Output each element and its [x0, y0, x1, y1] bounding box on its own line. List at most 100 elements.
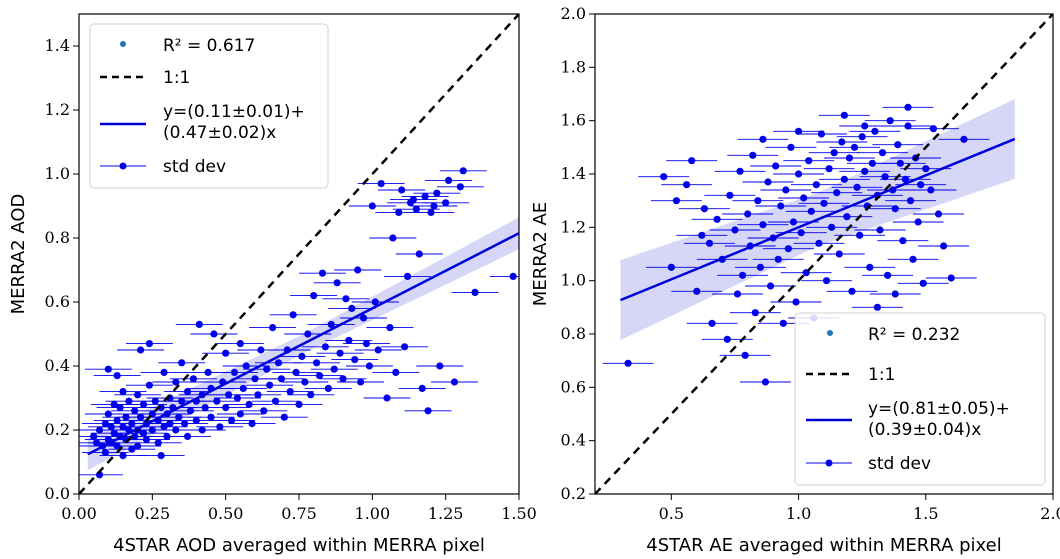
x-ticks: 0.5 1.0 1.5 2.0 — [659, 494, 1060, 523]
data-point — [266, 381, 274, 389]
data-point — [812, 181, 820, 189]
x-tick-label: 1.50 — [501, 504, 537, 523]
data-point — [383, 394, 391, 402]
data-point — [113, 372, 121, 380]
data-point — [248, 420, 256, 428]
y-ticks: 0.0 0.2 0.4 0.6 0.8 1.0 1.2 1.4 — [45, 36, 79, 503]
x-tick-label: 1.00 — [355, 504, 391, 523]
y-tick-label: 1.4 — [45, 36, 70, 55]
data-point — [251, 375, 259, 383]
data-point — [236, 410, 244, 418]
data-point — [825, 165, 833, 173]
data-point — [113, 442, 121, 450]
data-point — [922, 165, 930, 173]
data-point — [899, 237, 907, 245]
data-point — [128, 445, 136, 453]
data-point — [754, 197, 762, 205]
data-point — [939, 242, 948, 250]
data-point — [761, 378, 770, 386]
data-point — [210, 330, 218, 338]
data-point — [726, 191, 734, 199]
y-ticks: 0.2 0.4 0.6 0.8 1.0 1.2 1.4 1.6 1.8 2.0 — [561, 4, 595, 503]
data-point — [110, 400, 118, 408]
data-point — [871, 127, 879, 135]
data-point — [321, 343, 329, 351]
y-tick-label: 0.0 — [45, 484, 70, 503]
data-point — [310, 292, 318, 300]
data-point — [145, 381, 153, 389]
data-point — [919, 279, 927, 287]
data-point — [667, 263, 675, 271]
data-point — [222, 349, 230, 357]
data-point — [274, 359, 283, 367]
data-point — [348, 304, 356, 312]
data-point — [409, 196, 417, 204]
data-point — [789, 218, 798, 226]
data-point — [904, 122, 912, 130]
y-tick-label: 1.0 — [561, 271, 586, 290]
data-point — [917, 181, 925, 189]
data-point — [456, 183, 464, 191]
data-point — [134, 442, 142, 450]
data-point — [861, 122, 869, 130]
y-axis-label: MERRA2 AOD — [8, 194, 29, 315]
plot-frame — [594, 13, 1054, 495]
data-point — [271, 397, 280, 405]
data-point — [192, 416, 200, 424]
legend-std: std dev — [868, 454, 931, 474]
data-point — [398, 186, 406, 194]
data-point — [257, 346, 265, 354]
data-point — [333, 279, 341, 287]
data-point — [213, 397, 221, 405]
data-point — [736, 167, 744, 175]
legend: R² = 0.617 1:1 y=(0.11±0.01)+ (0.47±0.02… — [89, 23, 329, 189]
data-point — [412, 205, 420, 213]
data-point — [134, 391, 142, 399]
data-point — [843, 213, 851, 221]
data-point — [359, 314, 368, 322]
data-point — [315, 372, 324, 380]
data-point — [280, 413, 288, 421]
data-point — [104, 365, 112, 373]
data-point — [93, 439, 101, 447]
data-point — [861, 167, 869, 175]
data-point — [884, 271, 892, 279]
legend-std: std dev — [163, 157, 226, 177]
data-point — [163, 432, 171, 440]
data-point — [433, 189, 441, 197]
data-point — [313, 359, 321, 367]
data-point — [125, 397, 133, 405]
y-tick-label: 1.0 — [45, 164, 70, 183]
legend-std-marker — [119, 162, 127, 170]
data-point — [881, 173, 889, 181]
data-point — [227, 416, 236, 424]
data-point — [151, 397, 159, 405]
data-point — [139, 429, 148, 437]
data-point — [766, 282, 775, 290]
data-point — [131, 432, 139, 440]
legend-fit-1: y=(0.81±0.05)+ — [868, 399, 1010, 419]
data-point — [195, 320, 203, 328]
reference-lines — [595, 14, 1053, 494]
data-point — [113, 416, 121, 424]
legend-r2: R² = 0.617 — [163, 36, 255, 56]
data-point — [269, 324, 277, 332]
data-point — [254, 391, 262, 399]
left-panel: 0.00 0.25 0.50 0.75 1.00 1.25 1.50 0.00.20.40.… — [8, 13, 537, 556]
data-point — [660, 173, 668, 181]
data-point — [339, 375, 347, 383]
legend: R² = 0.232 1:1 y=(0.81±0.05)+ (0.39±0.04… — [794, 312, 1046, 486]
data-point — [301, 378, 309, 386]
data-point — [891, 290, 899, 298]
x-tick-label: 1.0 — [786, 504, 811, 523]
y-tick-label: 0.2 — [561, 484, 586, 503]
data-point — [90, 432, 98, 440]
y-tick-label: 0.6 — [561, 377, 586, 396]
data-point — [401, 343, 409, 351]
data-point — [207, 413, 215, 421]
data-point — [292, 368, 300, 376]
data-point — [436, 362, 444, 370]
legend-one-to-one: 1:1 — [163, 68, 190, 88]
data-point — [774, 255, 782, 263]
data-point — [186, 407, 195, 415]
